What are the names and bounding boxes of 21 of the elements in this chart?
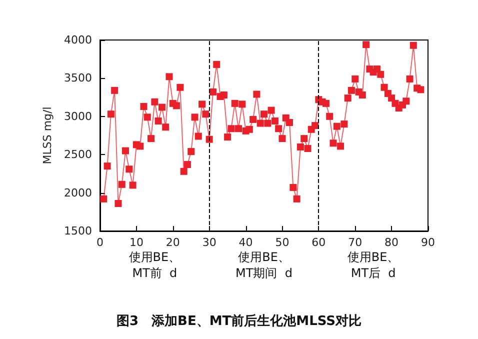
text: 使用BE、 MT前 d bbox=[128, 250, 181, 280]
y-tick-label: 1500 bbox=[64, 224, 92, 238]
x-tick-label: 90 bbox=[421, 236, 435, 249]
y-tick-label: 3000 bbox=[64, 110, 92, 123]
y-axis-title: MLSS mg/l bbox=[41, 106, 54, 164]
text: 使用BE、 MT后 d bbox=[347, 250, 400, 280]
x-tick-label: 50 bbox=[275, 236, 290, 249]
y-tick-label: 3500 bbox=[64, 72, 92, 85]
x-tick-label: 70 bbox=[348, 236, 362, 249]
y-tick-label: 2500 bbox=[64, 148, 92, 162]
x-tick-label: 60 bbox=[312, 236, 326, 249]
x-tick-label: 80 bbox=[384, 236, 399, 249]
text: 图3 添加BE、MT前后生化池MLSS对比 bbox=[116, 313, 362, 329]
x-tick-label: 0 bbox=[96, 236, 104, 249]
text: 使用BE、 MT期间 d bbox=[236, 250, 292, 280]
x-tick-label: 40 bbox=[238, 236, 253, 249]
y-tick-label: 2000 bbox=[64, 186, 92, 200]
x-tick-label: 30 bbox=[202, 236, 216, 249]
x-tick-label: 10 bbox=[129, 236, 144, 249]
y-tick-label: 4000 bbox=[64, 34, 92, 46]
x-tick-label: 20 bbox=[166, 236, 180, 249]
